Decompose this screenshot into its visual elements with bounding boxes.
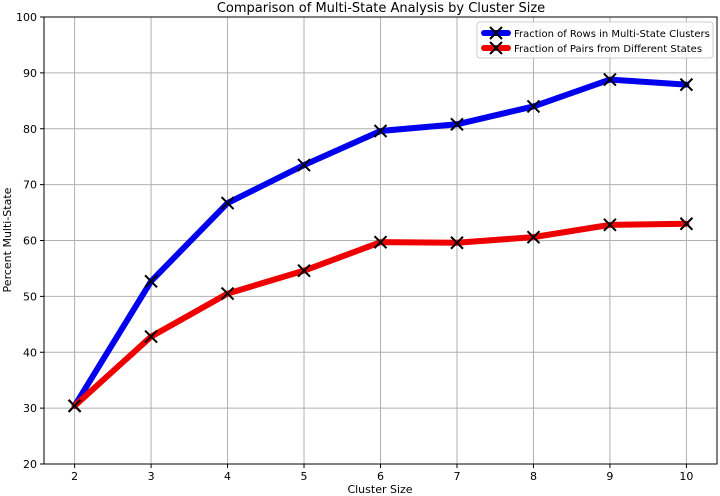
x-tick-label: 3: [148, 470, 155, 483]
data-point-marker: [526, 230, 541, 244]
data-point-marker: [373, 235, 388, 249]
data-point-marker: [679, 217, 694, 231]
legend-marker: [489, 26, 503, 40]
x-axis-title: Cluster Size: [347, 483, 412, 496]
y-tick-label: 20: [23, 458, 37, 471]
y-tick-label: 70: [23, 179, 37, 192]
y-tick-label: 50: [23, 290, 37, 303]
y-tick-label: 90: [23, 67, 37, 80]
legend-entry: Fraction of Pairs from Different States: [481, 41, 702, 55]
y-tick-label: 40: [23, 346, 37, 359]
data-point-marker: [144, 329, 158, 344]
data-point-marker: [297, 158, 311, 172]
x-tick-label: 6: [377, 470, 384, 483]
data-point-marker: [679, 77, 694, 92]
data-point-marker: [373, 124, 388, 138]
x-tick-label: 4: [224, 470, 231, 483]
data-point-marker: [67, 399, 82, 413]
x-tick-label: 7: [453, 470, 460, 483]
data-point-marker: [144, 274, 158, 288]
legend-marker: [489, 41, 503, 55]
data-point-marker: [297, 263, 311, 278]
y-tick-label: 60: [23, 235, 37, 248]
x-tick-label: 2: [71, 470, 78, 483]
y-axis: 20 30 40 50 60 70 80 90 100: [16, 11, 44, 471]
y-tick-label: 80: [23, 123, 37, 136]
series-layer: [67, 72, 694, 413]
data-point-marker: [603, 72, 617, 87]
y-axis-title: Percent Multi-State: [1, 187, 14, 292]
x-tick-label: 8: [530, 470, 537, 483]
x-tick-label: 10: [679, 470, 693, 483]
data-point-marker: [603, 218, 617, 232]
x-axis: 2 3 4 5 6 7 8 9 10: [71, 464, 693, 483]
data-point-marker: [450, 117, 464, 131]
legend-box: [476, 21, 714, 59]
legend: Fraction of Rows in Multi-State Clusters…: [476, 21, 714, 59]
legend-label: Fraction of Rows in Multi-State Clusters: [514, 29, 710, 40]
plot-frame: [43, 16, 718, 465]
y-tick-label: 30: [23, 402, 37, 415]
data-point-marker: [220, 286, 235, 301]
series-2: [67, 217, 694, 413]
x-tick-label: 9: [606, 470, 613, 483]
x-tick-label: 5: [301, 470, 308, 483]
data-point-marker: [526, 99, 541, 114]
y-tick-label: 100: [16, 11, 37, 24]
legend-label: Fraction of Pairs from Different States: [514, 44, 702, 55]
data-point-marker: [220, 196, 235, 210]
legend-entry: Fraction of Rows in Multi-State Clusters: [481, 26, 710, 40]
chart-title: Comparison of Multi-State Analysis by Cl…: [217, 1, 545, 16]
data-point-marker: [450, 236, 464, 250]
